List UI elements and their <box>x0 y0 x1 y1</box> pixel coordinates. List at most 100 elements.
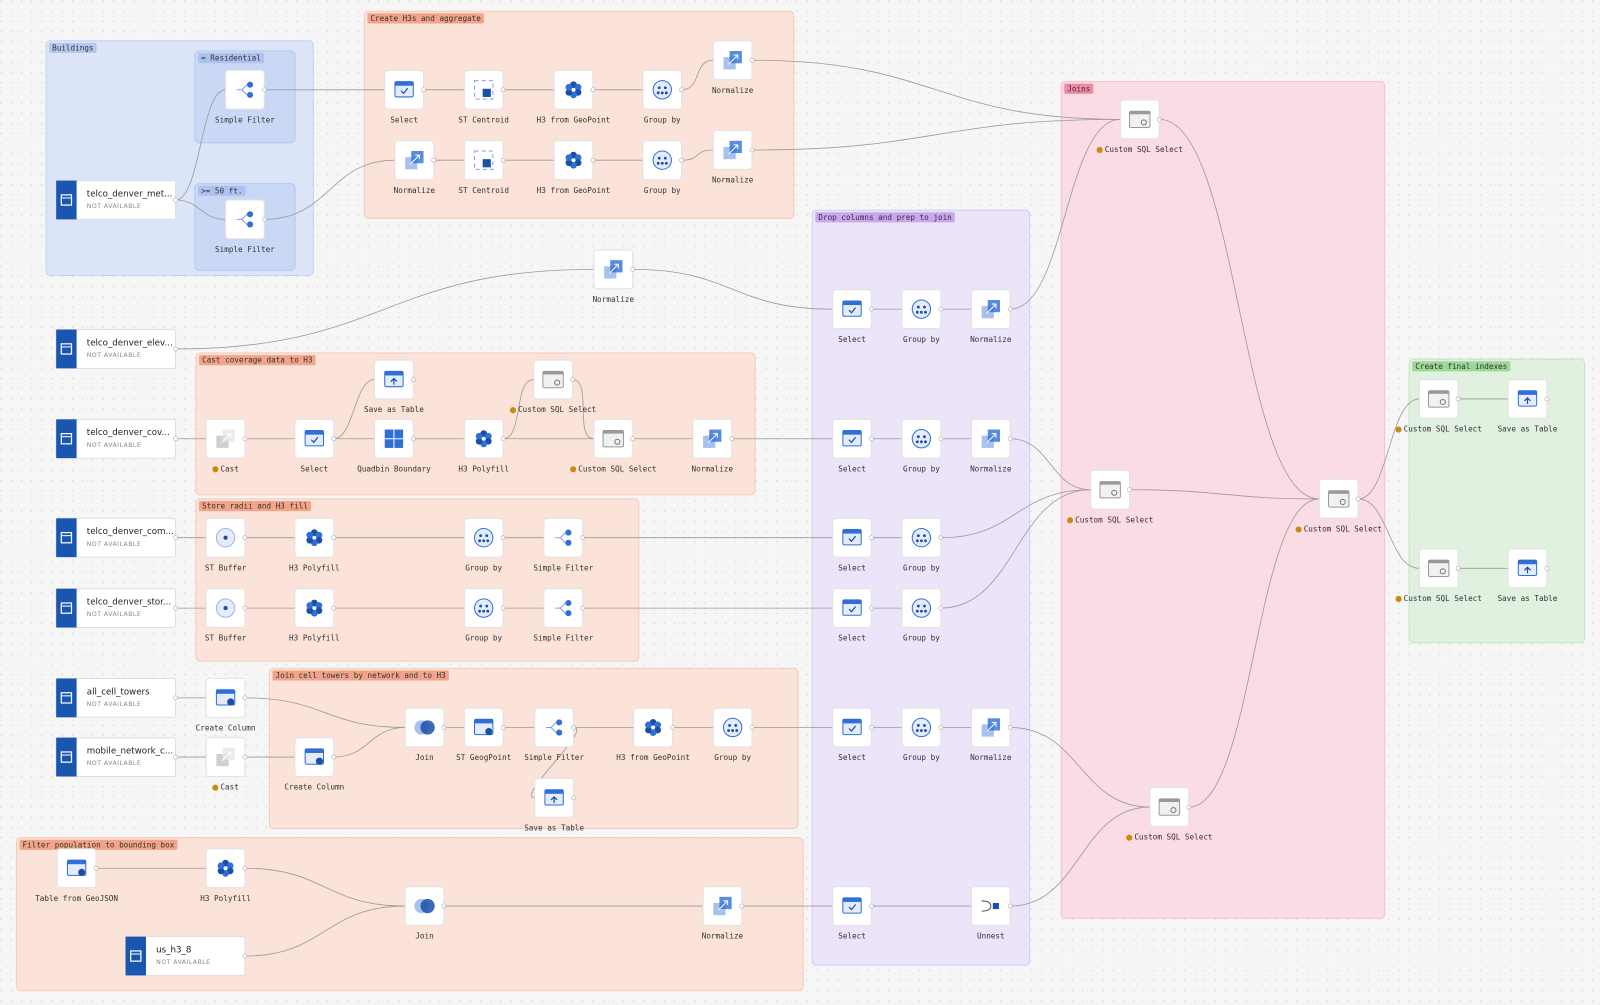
node[interactable]: Join <box>404 707 447 762</box>
node[interactable]: Custom SQL Select <box>570 418 656 473</box>
node[interactable]: Normalize <box>712 130 755 185</box>
node[interactable]: Simple Filter <box>533 588 594 643</box>
node[interactable]: Group by <box>901 588 944 643</box>
source-strip <box>56 588 77 628</box>
node[interactable]: Group by <box>901 418 944 473</box>
source-node[interactable]: telco_denver_com... NOT AVAILABLE <box>55 517 178 558</box>
node[interactable]: Normalize <box>970 418 1013 473</box>
node[interactable]: Simple Filter <box>524 707 584 762</box>
node-label: Select <box>838 335 866 344</box>
source-node[interactable]: all_cell_towers NOT AVAILABLE <box>55 677 178 718</box>
node[interactable]: Custom SQL Select <box>1066 469 1153 524</box>
node-label: ST GeogPoint <box>456 753 511 762</box>
node[interactable]: Select <box>832 588 874 643</box>
node-label: Custom SQL Select <box>1075 515 1153 524</box>
node[interactable]: Normalize <box>593 249 636 304</box>
node[interactable]: Group by <box>712 707 755 762</box>
port <box>421 87 426 93</box>
node[interactable]: Cast <box>205 418 248 473</box>
node[interactable]: Group by <box>642 140 684 195</box>
node[interactable]: ST Centroid <box>458 69 509 124</box>
node[interactable]: Create Column <box>284 737 344 792</box>
node[interactable]: Group by <box>642 69 684 124</box>
node-label: Join <box>415 753 433 762</box>
source-node[interactable]: telco_denver_elev... NOT AVAILABLE <box>55 329 178 369</box>
node[interactable]: ST GeogPoint <box>456 707 511 762</box>
node[interactable]: Cast <box>205 737 248 792</box>
icon-pt <box>478 609 482 613</box>
node[interactable]: Normalize <box>970 289 1013 344</box>
node[interactable]: ST Buffer <box>205 517 248 572</box>
icon-check <box>848 904 857 911</box>
table-icon <box>60 692 73 704</box>
node[interactable]: ST Buffer <box>205 588 248 643</box>
edge <box>1159 118 1320 500</box>
icon-arrow <box>707 433 718 444</box>
edge <box>333 727 406 758</box>
node[interactable]: Select <box>384 69 426 124</box>
node[interactable]: Table from GeoJSON <box>35 848 118 903</box>
group-tag <box>49 42 97 54</box>
icon-bar <box>1328 490 1349 494</box>
node[interactable]: Normalize <box>712 40 755 95</box>
node[interactable]: Select <box>832 289 874 344</box>
node[interactable]: Select <box>832 418 874 473</box>
node[interactable]: Unnest <box>970 886 1013 941</box>
node[interactable]: H3 Polyfill <box>458 418 509 473</box>
node[interactable]: Group by <box>901 517 944 572</box>
node[interactable]: H3 Polyfill <box>289 517 340 572</box>
port <box>749 57 755 63</box>
node[interactable]: Save as Table <box>1498 548 1558 603</box>
node[interactable]: Normalize <box>692 418 734 473</box>
source-node[interactable]: telco_denver_met... NOT AVAILABLE <box>55 180 178 220</box>
node[interactable]: Normalize <box>702 886 745 941</box>
node-label: Cast <box>220 783 238 792</box>
node[interactable]: Group by <box>901 289 944 344</box>
node[interactable]: Normalize <box>970 707 1013 762</box>
node[interactable]: Group by <box>463 517 506 572</box>
node[interactable]: Select <box>832 517 874 572</box>
icon-check <box>848 725 857 732</box>
node[interactable]: Custom SQL Select <box>1395 548 1482 603</box>
node[interactable]: Simple Filter <box>215 199 275 254</box>
node[interactable]: H3 from GeoPoint <box>537 69 611 124</box>
node[interactable]: Custom SQL Select <box>1096 99 1183 154</box>
node[interactable]: H3 Polyfill <box>200 848 251 903</box>
node[interactable]: ST Centroid <box>458 140 509 195</box>
icon-lens <box>1439 398 1446 406</box>
node[interactable]: Save as Table <box>1498 379 1558 434</box>
node[interactable]: Join <box>404 886 447 941</box>
node[interactable]: Normalize <box>394 140 437 195</box>
node[interactable]: H3 from GeoPoint <box>537 140 611 195</box>
node[interactable]: Create Column <box>196 677 256 733</box>
node[interactable]: Custom SQL Select <box>509 359 596 414</box>
group-label: = Residential <box>201 54 261 63</box>
port <box>441 725 447 730</box>
icon-hex <box>565 88 573 96</box>
source-node[interactable]: mobile_network_c... NOT AVAILABLE <box>55 737 178 777</box>
icon-hex <box>226 862 234 870</box>
node[interactable]: Select <box>832 707 874 762</box>
node[interactable]: Simple Filter <box>215 69 275 124</box>
node[interactable]: Save as Table <box>524 777 584 832</box>
source-node[interactable]: telco_denver_stor... NOT AVAILABLE <box>55 588 178 628</box>
edge <box>681 149 714 161</box>
node[interactable]: Quadbin Boundary <box>357 418 431 473</box>
node[interactable]: Simple Filter <box>533 517 594 572</box>
source-strip <box>56 737 77 777</box>
node[interactable]: H3 from GeoPoint <box>616 707 690 762</box>
node[interactable]: Group by <box>463 588 506 643</box>
node[interactable]: Custom SQL Select <box>1395 379 1482 434</box>
node[interactable]: Group by <box>901 707 944 762</box>
node[interactable]: Custom SQL Select <box>1126 787 1213 842</box>
node[interactable]: Select <box>832 886 874 941</box>
icon-lens <box>614 438 621 445</box>
source-node[interactable]: us_h3_8 NOT AVAILABLE <box>125 936 248 976</box>
node[interactable]: Save as Table <box>364 359 424 414</box>
edge <box>1358 398 1420 500</box>
source-node[interactable]: telco_denver_cov... NOT AVAILABLE <box>55 418 178 459</box>
node[interactable]: Custom SQL Select <box>1295 479 1382 534</box>
node[interactable]: H3 Polyfill <box>289 588 340 643</box>
icon-frame <box>474 80 494 100</box>
node[interactable]: Select <box>294 418 337 473</box>
